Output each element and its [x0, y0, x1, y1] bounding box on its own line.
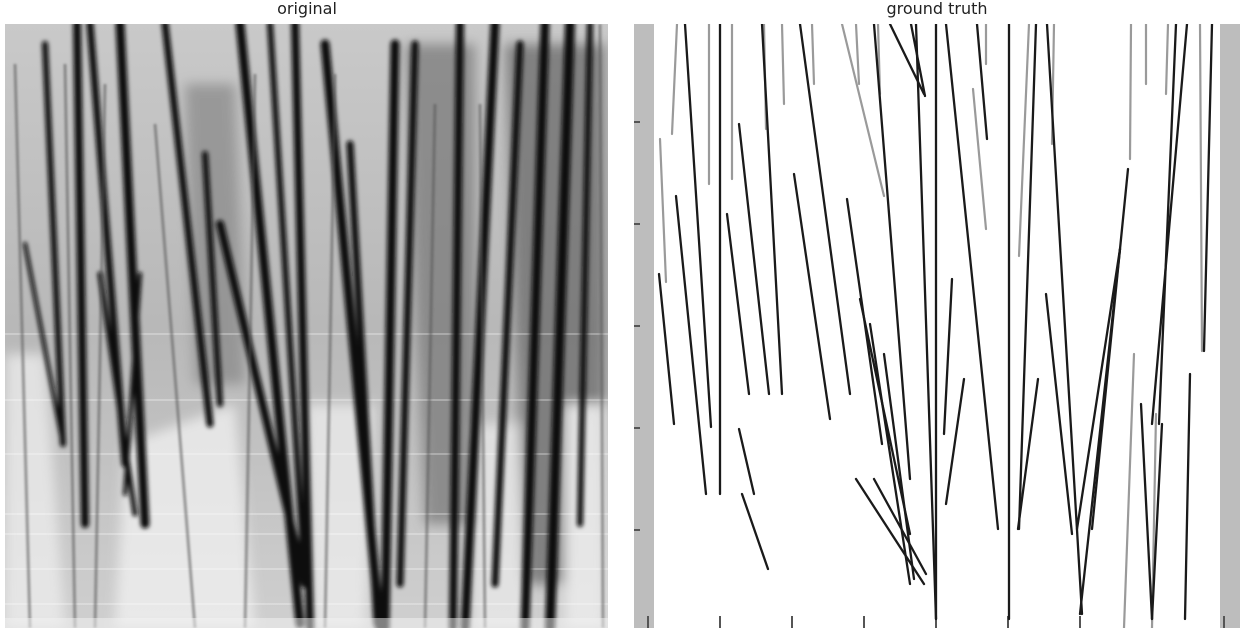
original-image — [5, 24, 608, 628]
right-gray-band — [1220, 24, 1240, 628]
ground-truth-canvas — [634, 24, 1240, 628]
ground-truth-image — [634, 24, 1240, 628]
original-bottom-band — [5, 618, 608, 628]
original-image-canvas — [5, 24, 608, 628]
panel-title-original: original — [6, 0, 608, 19]
panel-title-ground-truth: ground truth — [634, 0, 1240, 19]
